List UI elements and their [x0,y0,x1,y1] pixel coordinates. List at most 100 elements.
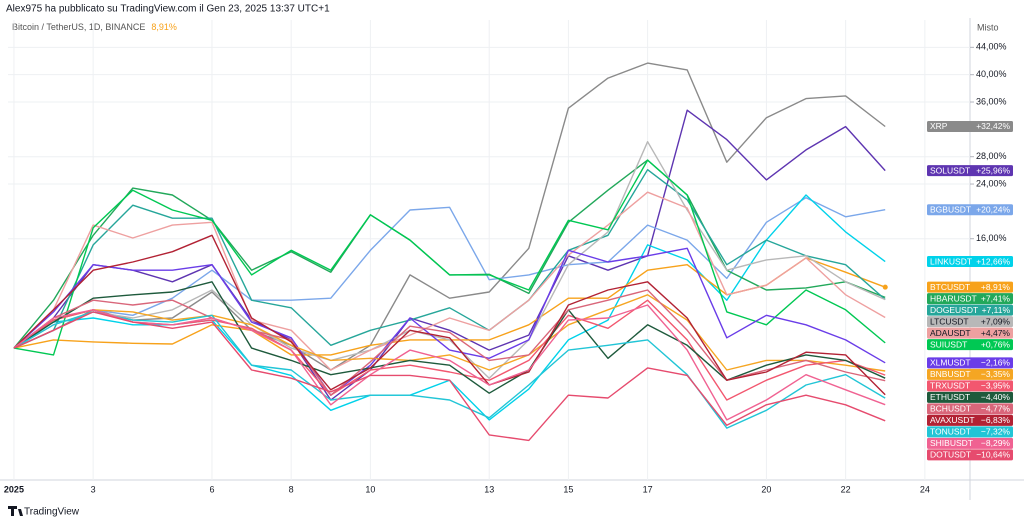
series-tag: DOTUSDT −10,64% [927,449,1013,461]
x-tick-label: 3 [91,484,96,494]
series-tag: LTCUSDT +7,09% [927,316,1013,328]
value-label: +12,66% [976,256,1010,266]
legend-entry: BNBUSDT [930,369,971,379]
value-label: −3,35% [981,369,1011,379]
legend-entry: DOTUSDT [930,450,971,460]
value-label: −4,40% [981,392,1011,402]
series-tag: SUIUSDT +0,76% [927,339,1013,351]
value-label: −4,77% [981,404,1011,414]
x-tick-label: 13 [484,484,494,494]
brand: TradingView [8,506,80,518]
series-tag: HBARUSDT +7,41% [927,293,1013,305]
legend-entry: DOGEUSDT [930,305,978,315]
tag-box [927,304,1013,316]
series-tag: TRXUSDT −3,95% [927,380,1013,392]
series-line [13,109,886,401]
value-label: +32,42% [976,121,1010,131]
brand-name: TradingView [24,507,80,518]
y-tick-label: 44,00% [976,42,1007,52]
y-tick-label: 28,00% [976,151,1007,161]
x-tick-label: 24 [920,484,930,494]
subtitle-change: 8,91% [151,22,177,32]
value-label: +4,47% [981,328,1011,338]
legend-entry: BGBUSDT [930,204,971,214]
series-line [13,294,886,372]
legend-entry: HBARUSDT [930,293,977,303]
legend-entry: XRP [930,121,948,131]
series-line [13,141,886,379]
subtitle-text: Bitcoin / TetherUS, 1D, BINANCE [12,22,145,32]
tag-box [927,426,1013,438]
value-label: −3,95% [981,381,1011,391]
y-tick-label: 40,00% [976,69,1007,79]
legend-entry: TRXUSDT [930,381,970,391]
value-label: +8,91% [981,282,1011,292]
y-tick-label: 16,00% [976,233,1007,243]
last-point [882,284,888,290]
x-tick-label: 20 [761,484,771,494]
value-label: +7,11% [982,305,1011,315]
series-tag: AVAXUSDT −6,83% [927,414,1013,426]
series-tag: LINKUSDT +12,66% [927,256,1013,268]
legend-entry: LTCUSDT [930,316,969,326]
tag-box [927,403,1013,415]
value-label: −8,29% [981,438,1011,448]
x-tick-label: 15 [563,484,573,494]
x-tick-label: 2025 [4,484,24,494]
series-tag: XRP +32,42% [927,120,1013,132]
series-tag: BCHUSDT −4,77% [927,403,1013,415]
legend-entry: XLMUSDT [930,358,971,368]
value-label: −7,32% [981,427,1011,437]
tag-box [927,165,1013,177]
logo [8,506,23,516]
tag-box [927,437,1013,449]
legend-entry: BTCUSDT [930,282,970,292]
legend-entry: SUIUSDT [930,339,967,349]
legend-entry: BCHUSDT [930,404,971,414]
header: Alex975 ha pubblicato su TradingView.com… [6,4,330,15]
tag-box [927,120,1013,132]
series-line [13,281,886,394]
value-label: +25,96% [976,165,1010,175]
axis-label: Misto [977,22,999,32]
series-tag: BTCUSDT +8,91% [927,281,1013,293]
tag-box [927,357,1013,369]
value-label: +7,09% [981,316,1011,326]
series-line [13,247,886,396]
series-tag: BGBUSDT +20,24% [927,204,1013,216]
legend-entry: ETHUSDT [930,392,970,402]
series-tag: SHIBUSDT −8,29% [927,437,1013,449]
value-label: +20,24% [976,204,1010,214]
series-line [13,311,886,429]
tag-box [927,368,1013,380]
tag-box [927,380,1013,392]
value-label: +0,76% [981,339,1011,349]
x-tick-label: 8 [289,484,294,494]
tag-box [927,293,1013,305]
tag-box [927,327,1013,339]
x-tick-label: 17 [643,484,653,494]
legend-entry: SOLUSDT [930,165,970,175]
tag-box [927,316,1013,328]
value-label: −2,16% [981,358,1011,368]
series-tag: ADAUSDT +4,47% [927,327,1013,339]
subtitle: Bitcoin / TetherUS, 1D, BINANCE 8,91% [12,22,177,32]
series-tag: DOGEUSDT +7,11% [927,304,1013,316]
y-tick-label: 24,00% [976,178,1007,188]
legend-entry: SHIBUSDT [930,438,973,448]
value-label: −6,83% [981,415,1011,425]
series-line [13,169,886,349]
legend-entry: AVAXUSDT [930,415,975,425]
x-tick-label: 22 [841,484,851,494]
legend-entry: LINKUSDT [930,256,972,266]
series-tag: BNBUSDT −3,35% [927,368,1013,380]
tag-box [927,339,1013,351]
series-tag: SOLUSDT +25,96% [927,165,1013,177]
y-tick-label: 36,00% [976,96,1007,106]
value-label: +7,41% [981,293,1011,303]
series-tag: TONUSDT −7,32% [927,426,1013,438]
value-label: −10,64% [976,450,1010,460]
x-tick-label: 6 [209,484,214,494]
tag-box [927,449,1013,461]
